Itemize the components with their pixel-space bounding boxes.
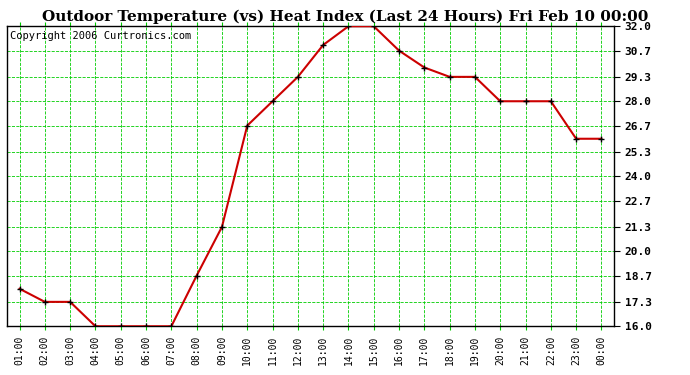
Text: Outdoor Temperature (vs) Heat Index (Last 24 Hours) Fri Feb 10 00:00: Outdoor Temperature (vs) Heat Index (Las… bbox=[42, 9, 648, 24]
Text: Copyright 2006 Curtronics.com: Copyright 2006 Curtronics.com bbox=[10, 31, 191, 41]
